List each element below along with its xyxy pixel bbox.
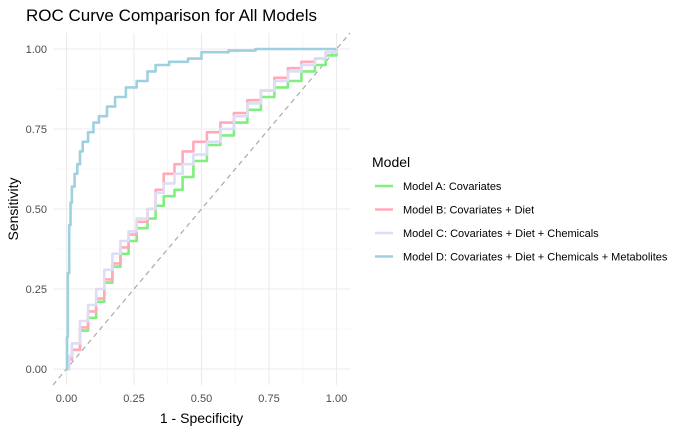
legend-label: Model A: Covariates	[403, 181, 502, 193]
y-axis-label: Sensitivity	[5, 177, 21, 240]
legend-item-model-c: Model C: Covariates + Diet + Chemicals	[375, 228, 599, 240]
x-tick-label: 0.00	[56, 393, 77, 405]
y-tick-label: 0.00	[26, 364, 47, 376]
legend-label: Model C: Covariates + Diet + Chemicals	[403, 228, 599, 240]
roc-curve-model-c	[66, 49, 338, 371]
x-tick-label: 1.00	[326, 393, 347, 405]
legend-item-model-d: Model D: Covariates + Diet + Chemicals +…	[375, 252, 668, 264]
roc-series-layer	[65, 47, 338, 371]
legend: Model A: Covariates Model B: Covariates +…	[375, 181, 668, 264]
major-gridlines	[53, 33, 350, 385]
legend-label: Model B: Covariates + Diet	[403, 205, 534, 217]
reference-diagonal	[52, 32, 351, 386]
x-tick-label: 0.50	[191, 393, 212, 405]
x-tick-label: 0.75	[258, 393, 279, 405]
x-axis-ticks: 0.00 0.25 0.50 0.75 1.00	[56, 393, 347, 405]
legend-item-model-b: Model B: Covariates + Diet	[375, 205, 534, 217]
y-tick-label: 0.50	[26, 204, 47, 216]
y-tick-label: 0.25	[26, 284, 47, 296]
y-axis-ticks: 0.00 0.25 0.50 0.75 1.00	[26, 44, 47, 376]
roc-curve-model-a	[66, 49, 338, 371]
x-tick-label: 0.25	[123, 393, 144, 405]
x-axis-label: 1 - Specificity	[160, 410, 243, 426]
chart-title: ROC Curve Comparison for All Models	[26, 6, 317, 25]
legend-label: Model D: Covariates + Diet + Chemicals +…	[403, 252, 668, 264]
roc-curve-model-d	[65, 47, 337, 371]
y-tick-label: 0.75	[26, 124, 47, 136]
legend-item-model-a: Model A: Covariates	[375, 181, 502, 193]
y-tick-label: 1.00	[26, 44, 47, 56]
legend-title: Model	[372, 154, 410, 170]
